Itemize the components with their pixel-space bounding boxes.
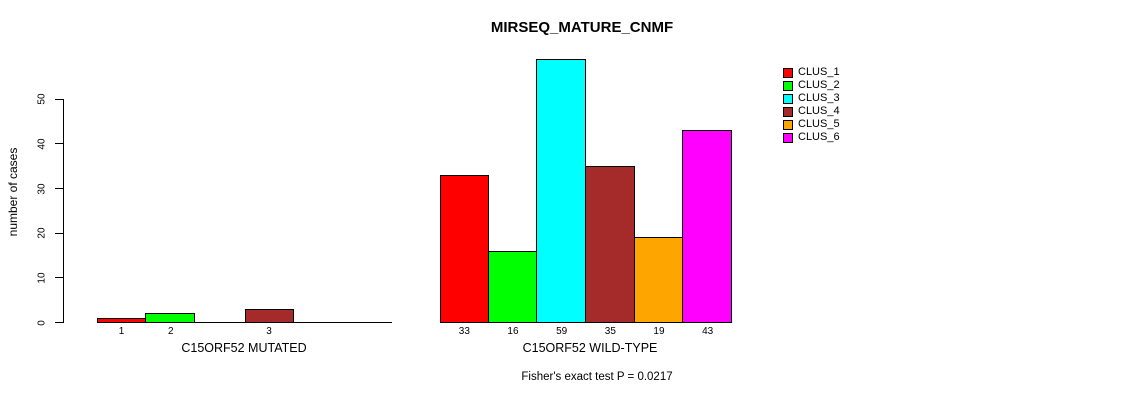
bar-clus_1: [97, 317, 147, 323]
y-tick-label: 10: [36, 272, 48, 284]
legend-swatch-clus_1: [783, 67, 793, 78]
bar-clus_6: [682, 129, 732, 323]
bar-value-label: 43: [702, 326, 714, 337]
bar-clus_4: [244, 308, 294, 323]
legend-label: CLUS_4: [798, 105, 840, 117]
bar-clus_2: [487, 250, 538, 323]
bar-value-label: 16: [507, 326, 519, 337]
legend-row: CLUS_5: [783, 118, 840, 131]
bar-value-label: 3: [266, 326, 272, 337]
legend-swatch-clus_5: [783, 119, 793, 130]
group-label-wildtype: C15ORF52 WILD-TYPE: [522, 341, 658, 355]
bar-value-label: 2: [167, 326, 174, 337]
bar-value-label: 33: [458, 326, 470, 337]
legend-label: CLUS_2: [798, 79, 840, 91]
y-tick: [55, 277, 63, 279]
legend-row: CLUS_2: [783, 79, 840, 92]
y-tick: [55, 188, 63, 190]
bar-clus_2: [145, 313, 196, 323]
legend-row: CLUS_4: [783, 105, 840, 118]
bar-value-label: 35: [604, 326, 616, 337]
legend-swatch-clus_3: [783, 93, 793, 104]
legend-swatch-clus_4: [783, 106, 793, 117]
bar-clus_3: [536, 58, 586, 323]
legend-row: CLUS_3: [783, 92, 840, 105]
legend-label: CLUS_3: [798, 92, 840, 104]
legend-row: CLUS_1: [783, 66, 840, 79]
legend-label: CLUS_5: [798, 118, 840, 130]
legend-swatch-clus_2: [783, 80, 793, 91]
bar-value-label: 1: [118, 326, 125, 337]
y-tick-label: 0: [36, 319, 48, 326]
bar-clus_5: [633, 237, 684, 323]
bar-value-label: 19: [653, 326, 665, 337]
legend-label: CLUS_6: [798, 131, 840, 143]
bar-clus_4: [585, 165, 635, 323]
legend-row: CLUS_6: [783, 131, 840, 144]
legend-swatch-clus_6: [783, 132, 793, 143]
y-tick-label: 20: [36, 227, 48, 239]
y-tick: [55, 322, 63, 323]
y-tick: [55, 143, 63, 145]
bar-value-label: 59: [556, 326, 568, 337]
y-tick: [55, 98, 63, 100]
legend-label: CLUS_1: [798, 66, 840, 78]
y-tick-label: 30: [36, 182, 48, 195]
y-axis-label: number of cases: [6, 147, 20, 237]
y-tick-label: 40: [36, 138, 48, 150]
group-label-mutated: C15ORF52 MUTATED: [181, 341, 307, 355]
bar-clus_1: [440, 174, 489, 323]
chart-title: MIRSEQ_MATURE_CNMF: [490, 19, 674, 36]
y-axis-line: [63, 99, 64, 323]
y-tick: [55, 232, 63, 234]
y-tick-label: 50: [36, 93, 48, 105]
footnote-pvalue: Fisher's exact test P = 0.0217: [521, 371, 673, 383]
